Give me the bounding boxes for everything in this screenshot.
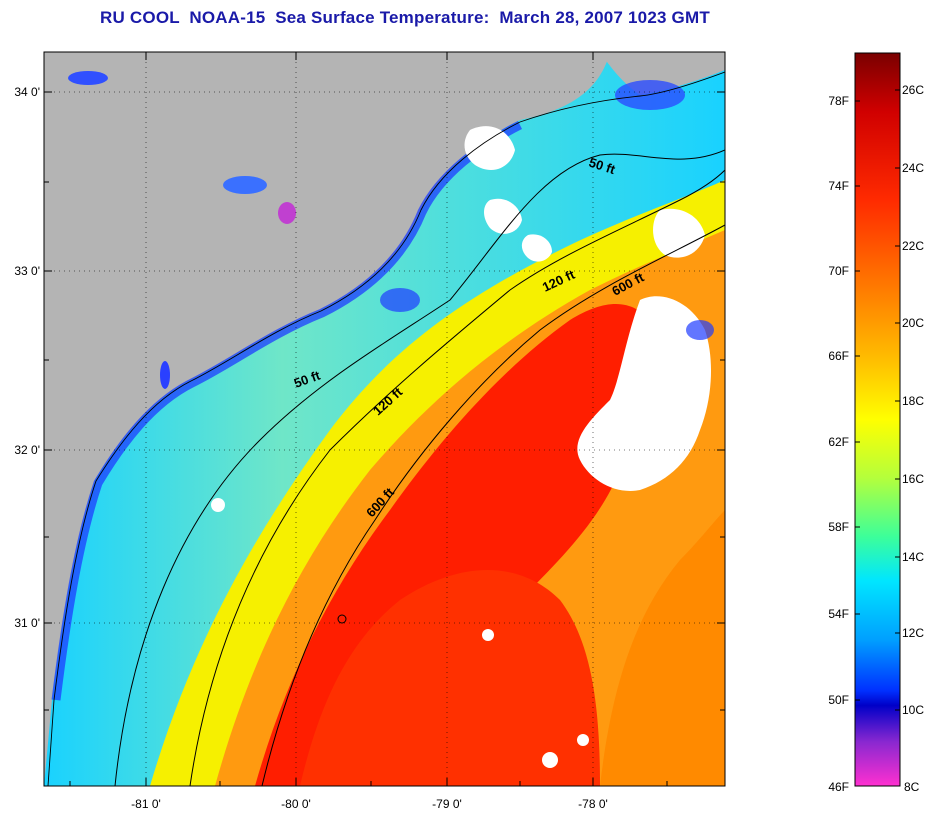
cloud-coast-1 — [484, 198, 522, 234]
colorbar-f-label-78: 78F — [828, 94, 849, 108]
colorbar-c-label-8: 8C — [904, 780, 920, 794]
lat-label-32: 32 0' — [14, 443, 40, 457]
station-marker — [337, 614, 347, 624]
inland-lake-4 — [160, 361, 170, 389]
colorbar-f-label-66: 66F — [828, 349, 849, 363]
map-layers — [44, 52, 725, 786]
graticule — [44, 52, 725, 786]
cloud-speck-2 — [482, 629, 494, 641]
gulf-stream-lower — [300, 570, 600, 786]
map-frame — [43, 51, 726, 787]
colorbar-c-label-14: 14C — [902, 550, 924, 564]
colorbar-f-label-74: 74F — [828, 179, 849, 193]
lon-label-81: -81 0' — [131, 797, 161, 811]
colorbar-c-label-10: 10C — [902, 703, 924, 717]
colorbar-c-ticks — [895, 89, 900, 711]
coastline-north — [519, 71, 725, 123]
map-title: RU COOL NOAA-15 Sea Surface Temperature:… — [100, 8, 710, 27]
cloud-east — [577, 296, 712, 491]
colorbar-f-ticks — [855, 100, 860, 701]
cloud-speck-3 — [542, 752, 558, 768]
lon-label-78: -78 0' — [578, 797, 608, 811]
colorbar-f-label-50: 50F — [828, 693, 849, 707]
colorbar-f-label-58: 58F — [828, 520, 849, 534]
colorbar-c-label-16: 16C — [902, 472, 924, 486]
cloud-speck-4 — [577, 734, 589, 746]
inland-lake-3 — [278, 202, 296, 224]
isobath-50ft — [114, 149, 725, 786]
lon-label-80: -80 0' — [281, 797, 311, 811]
lat-label-33: 33 0' — [14, 264, 40, 278]
land-mass — [44, 52, 610, 786]
lon-label-79: -79 0' — [432, 797, 462, 811]
lat-label-34: 34 0' — [14, 85, 40, 99]
colorbar-f-label-62: 62F — [828, 435, 849, 449]
colorbar-c-label-24: 24C — [902, 161, 924, 175]
colorbar — [854, 52, 901, 787]
isobath-120ft — [189, 169, 725, 786]
colorbar-f-label-54: 54F — [828, 607, 849, 621]
coastline — [47, 121, 521, 786]
isobath-600ft — [261, 224, 725, 786]
inland-lake-2 — [223, 176, 267, 194]
cloud-coast-2 — [521, 234, 552, 262]
tick-marks — [44, 52, 725, 786]
inland-lake-1 — [68, 71, 108, 85]
colorbar-c-label-18: 18C — [902, 394, 924, 408]
cloud-north — [464, 126, 515, 170]
colorbar-c-label-20: 20C — [902, 316, 924, 330]
colorbar-c-label-26: 26C — [902, 83, 924, 97]
offshore-orange — [600, 510, 725, 786]
cloud-speck-1 — [211, 498, 225, 512]
colorbar-f-label-46: 46F — [828, 780, 849, 794]
cloud-ne — [653, 208, 705, 258]
colorbar-c-label-22: 22C — [902, 239, 924, 253]
colorbar-c-label-12: 12C — [902, 626, 924, 640]
colorbar-f-label-70: 70F — [828, 264, 849, 278]
lat-label-31: 31 0' — [14, 616, 40, 630]
coastal-cold-fringe — [51, 120, 523, 701]
cold-patch-2 — [380, 288, 420, 312]
cold-patch-3 — [686, 320, 714, 340]
